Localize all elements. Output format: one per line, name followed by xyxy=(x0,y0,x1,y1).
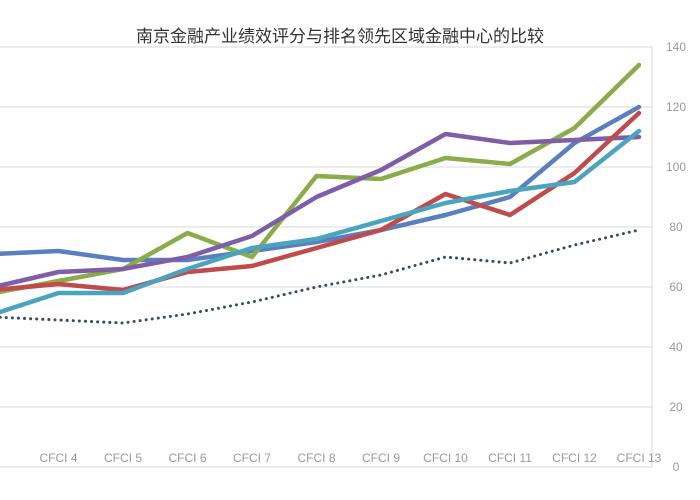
series-lines xyxy=(0,62,642,325)
x-tick-label: CFCI 10 xyxy=(423,451,468,465)
y-tick-label: 20 xyxy=(669,400,683,414)
y-tick-label: 140 xyxy=(666,40,686,54)
y-tick-label: 80 xyxy=(669,220,683,234)
y-tick-label: 40 xyxy=(669,340,683,354)
y-tick-label: 120 xyxy=(666,100,686,114)
x-tick-label: CFCI 9 xyxy=(362,451,400,465)
x-tick-label: CFCI 12 xyxy=(552,451,597,465)
y-axis: 0 20 40 60 80 100 120 140 xyxy=(651,40,686,474)
series-line-1 xyxy=(0,104,642,263)
y-tick-label: 0 xyxy=(673,460,680,474)
x-tick-label: CFCI 4 xyxy=(39,451,77,465)
series-line-5 xyxy=(0,128,642,315)
series-line-3 xyxy=(0,131,642,288)
y-tick-label: 60 xyxy=(669,280,683,294)
y-tick-label: 100 xyxy=(666,160,686,174)
series-line-6 xyxy=(0,228,641,325)
chart-title: 南京金融产业绩效评分与排名领先区域金融中心的比较 xyxy=(136,27,544,47)
x-tick-label: CFCI 8 xyxy=(297,451,335,465)
x-tick-label: CFCI 7 xyxy=(233,451,271,465)
x-tick-label: CFCI 6 xyxy=(168,451,206,465)
x-tick-label: CFCI 13 xyxy=(617,451,662,465)
x-tick-label: CFCI 11 xyxy=(488,451,532,465)
series-line-2 xyxy=(0,62,642,295)
series-line-4 xyxy=(0,110,642,293)
x-tick-label: CFCI 5 xyxy=(104,451,142,465)
